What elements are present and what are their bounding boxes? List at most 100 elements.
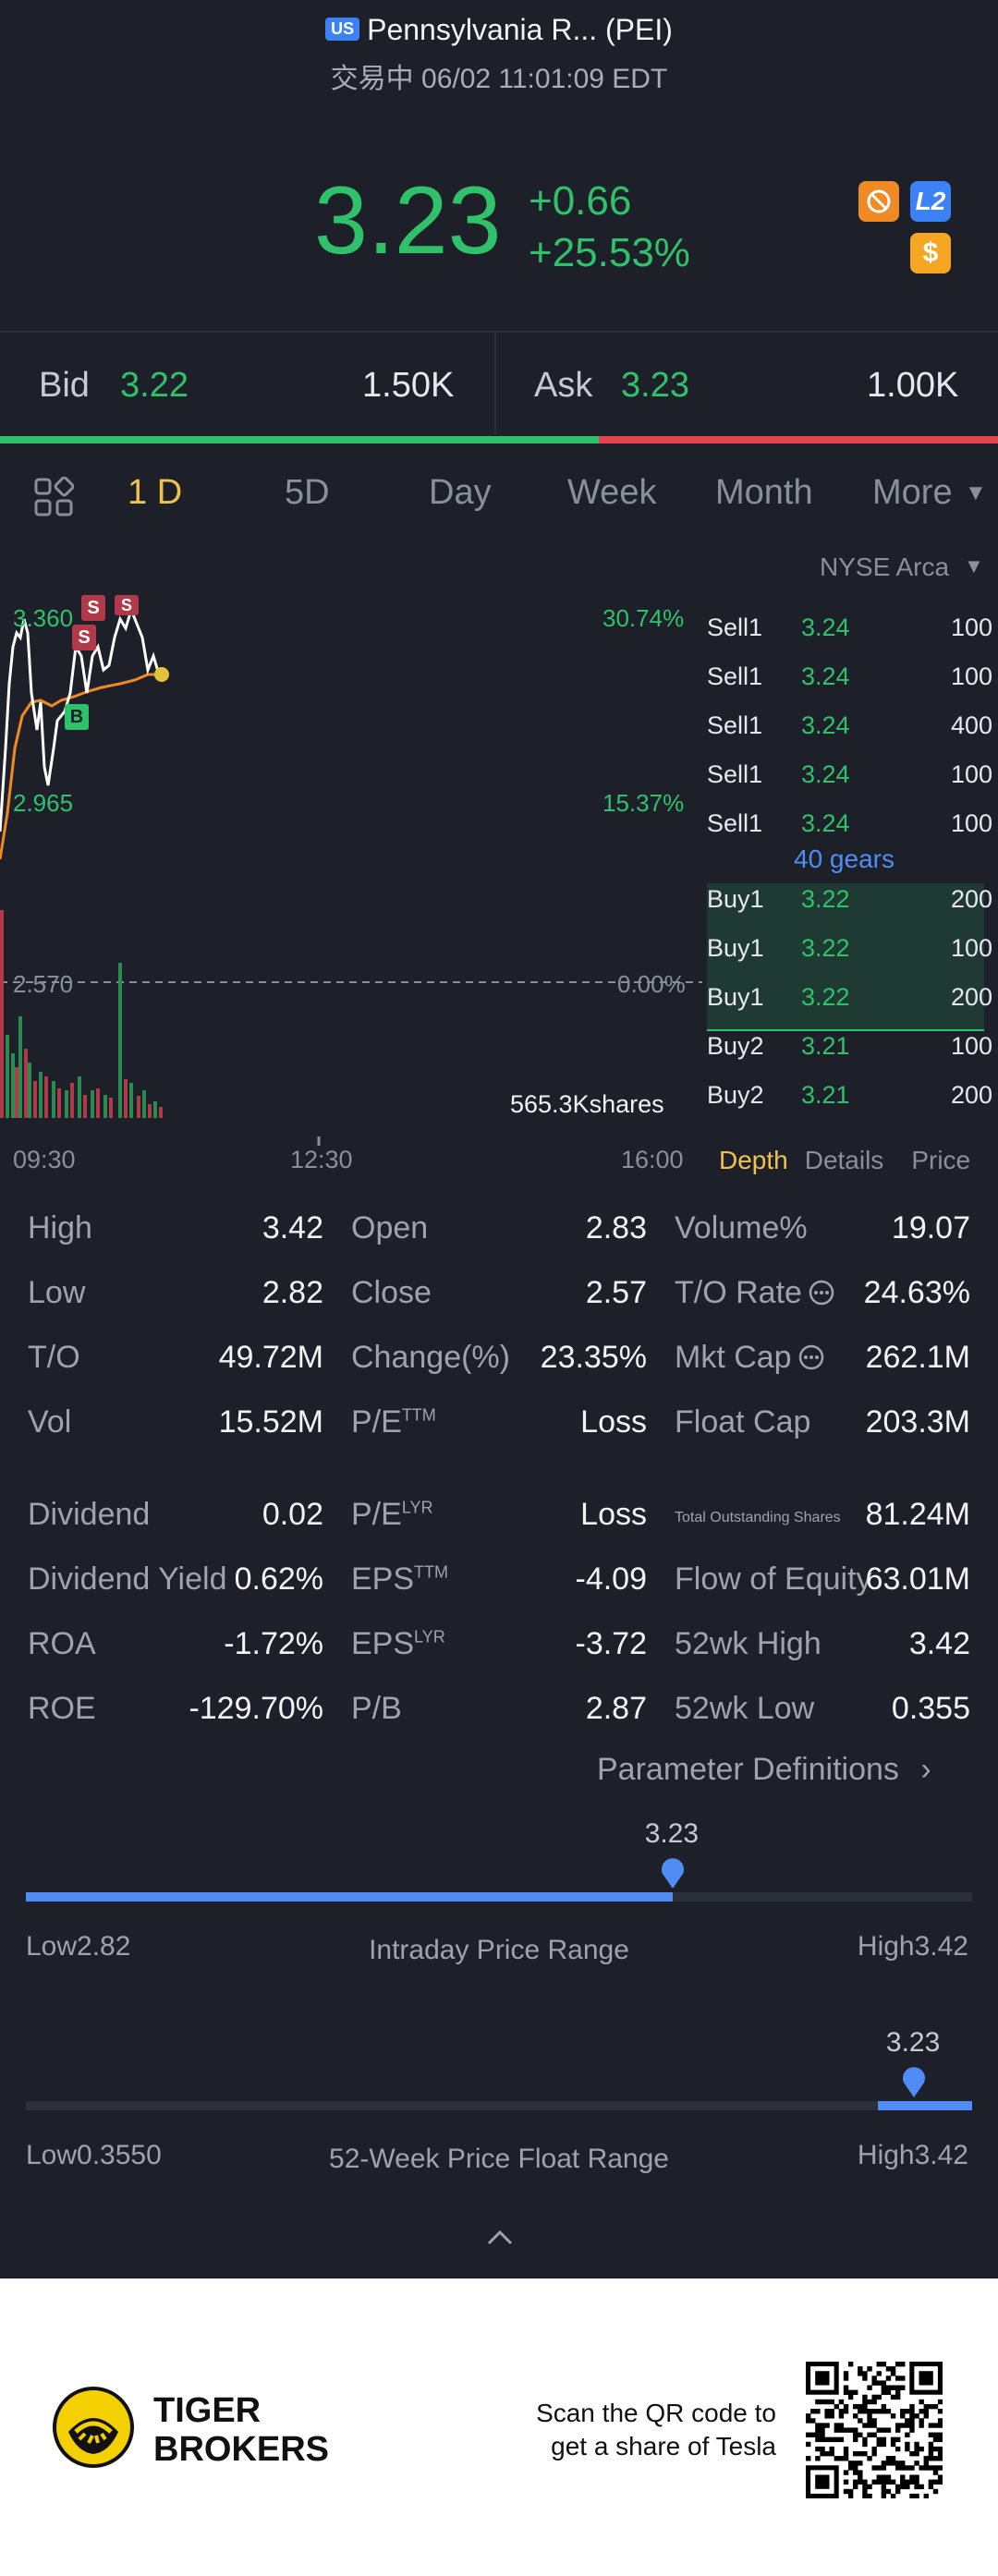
last-price: 3.23 [314, 167, 502, 274]
volume-bars-green [6, 963, 157, 1118]
stat-label: EPSTTM [351, 1561, 449, 1597]
sell-marker[interactable]: S [115, 595, 139, 615]
stat-value: 0.02 [262, 1497, 323, 1532]
stat-value: -1.72% [224, 1626, 323, 1661]
chart-high-pct: 30.74% [602, 604, 685, 632]
stat-value: 2.57 [585, 1275, 647, 1310]
tab-week[interactable]: Week [567, 473, 657, 512]
info-icon[interactable] [797, 1340, 825, 1375]
trading-status: 交易中 06/02 11:01:09 EDT [330, 64, 668, 94]
sell-marker[interactable]: S [72, 625, 96, 650]
order-book: NYSE Arca ▼ Sell1 3.24 100 Sell1 3.24 100 Sell… [707, 536, 998, 1146]
stat-value: 203.3M [865, 1404, 970, 1440]
stat-label: Low [28, 1275, 86, 1310]
change-amount: +0.66 [529, 178, 632, 224]
stat-value: 2.82 [262, 1275, 323, 1310]
stat-label: T/O [28, 1340, 80, 1375]
stock-title: US Pennsylvania R... (PEI) [0, 13, 998, 47]
level-qty: 100 [951, 809, 993, 837]
chart-svg [0, 605, 702, 1146]
stat-value: 49.72M [218, 1340, 323, 1375]
tab-details[interactable]: Details [804, 1146, 884, 1174]
ask-label: Ask [534, 366, 593, 405]
intraday-low: Low2.82 [26, 1931, 131, 1962]
stat-label: Dividend [28, 1497, 151, 1532]
more-dropdown-icon[interactable]: ▼ [965, 480, 987, 505]
intraday-track [26, 1892, 972, 1902]
stat-value: -129.70% [189, 1691, 323, 1726]
market-badge: US [325, 18, 360, 42]
chart-high-price: 3.360 [13, 604, 74, 632]
stat-value: Loss [580, 1497, 647, 1532]
grid-layout-icon[interactable] [33, 476, 75, 517]
stat-label: P/ETTM [351, 1404, 436, 1440]
chart-mid-pct: 15.37% [602, 789, 685, 817]
ask-price: 3.23 [621, 366, 689, 405]
intraday-range: 3.23 Low2.82 Intraday Price Range High3.… [0, 1811, 998, 1965]
intraday-fill [26, 1892, 673, 1902]
level-price: 3.22 [801, 934, 850, 962]
parameter-definitions-link[interactable]: Parameter Definitions › [597, 1752, 931, 1788]
stat-value: 2.87 [585, 1691, 647, 1726]
bid-label: Bid [39, 366, 90, 405]
stat-value: 0.62% [234, 1561, 323, 1597]
sell-marker[interactable]: S [81, 595, 105, 621]
stat-label: P/B [351, 1691, 402, 1726]
exchange-dropdown-icon[interactable]: ▼ [964, 554, 984, 577]
qr-code-icon[interactable] [806, 2362, 943, 2499]
bid-ratio-fill [0, 436, 599, 444]
stat-label: Flow of Equity [675, 1561, 872, 1597]
level2-badge[interactable]: L2 [910, 181, 951, 222]
intraday-chart[interactable]: B S S S 3.360 2.965 2.570 30.74% 15.37% … [0, 536, 702, 1146]
stat-value: -4.09 [575, 1561, 648, 1597]
info-icon[interactable] [808, 1275, 835, 1310]
stat-label: 52wk Low [675, 1691, 815, 1726]
level-price: 3.22 [801, 983, 850, 1011]
price-change: +0.66 +25.53% [529, 176, 690, 279]
level-qty: 100 [951, 760, 993, 788]
intraday-high: High3.42 [857, 1931, 968, 1962]
brand-name: TIGER BROKERS [153, 2391, 329, 2469]
chevron-up-icon[interactable] [484, 2221, 516, 2253]
avg-price-line [0, 671, 165, 860]
tab-5d[interactable]: 5D [285, 473, 330, 512]
stat-value: 19.07 [891, 1210, 970, 1245]
level-qty: 100 [951, 934, 993, 962]
time-end: 16:00 [621, 1146, 684, 1173]
stat-label-suffix: TTM [401, 1405, 436, 1425]
stat-value: 3.42 [908, 1626, 970, 1661]
best-bid-highlight [707, 883, 984, 1031]
tab-depth[interactable]: Depth [719, 1146, 788, 1174]
dollar-badge[interactable]: $ [910, 233, 951, 273]
level-label: Sell1 [707, 809, 763, 837]
level-price: 3.24 [801, 809, 850, 837]
stat-label-suffix: LYR [401, 1498, 433, 1517]
bid-ask-ratio-bar [0, 436, 998, 444]
buy-marker[interactable]: B [65, 704, 89, 730]
level-price: 3.24 [801, 711, 850, 739]
intraday-current-label: 3.23 [644, 1818, 700, 1849]
divider [0, 331, 998, 333]
stat-value: 262.1M [865, 1340, 970, 1375]
stat-label: Float Cap [675, 1404, 811, 1440]
no-sign-icon[interactable] [858, 181, 899, 222]
chevron-right-icon: › [920, 1752, 931, 1787]
tab-price[interactable]: Price [911, 1146, 971, 1174]
chart-mid-price: 2.965 [13, 789, 74, 817]
exchange-label[interactable]: NYSE Arca [820, 553, 950, 581]
level-qty: 200 [951, 885, 993, 913]
stat-label: Mkt Cap [675, 1340, 825, 1376]
tab-1d[interactable]: 1 D [128, 473, 183, 512]
tab-month[interactable]: Month [715, 473, 813, 512]
book-tabs: Depth Details Price [719, 1146, 970, 1175]
week52-fill [877, 2101, 972, 2110]
stat-label: ROE [28, 1691, 96, 1726]
level-label: Sell1 [707, 614, 763, 641]
gears-link[interactable]: 40 gears [794, 844, 895, 873]
level-price: 3.24 [801, 614, 850, 641]
tab-day[interactable]: Day [429, 473, 492, 512]
stat-value: 0.355 [891, 1691, 970, 1726]
tab-more[interactable]: More [872, 473, 953, 512]
stat-label-suffix: TTM [414, 1562, 449, 1582]
level-qty: 200 [951, 1081, 993, 1109]
